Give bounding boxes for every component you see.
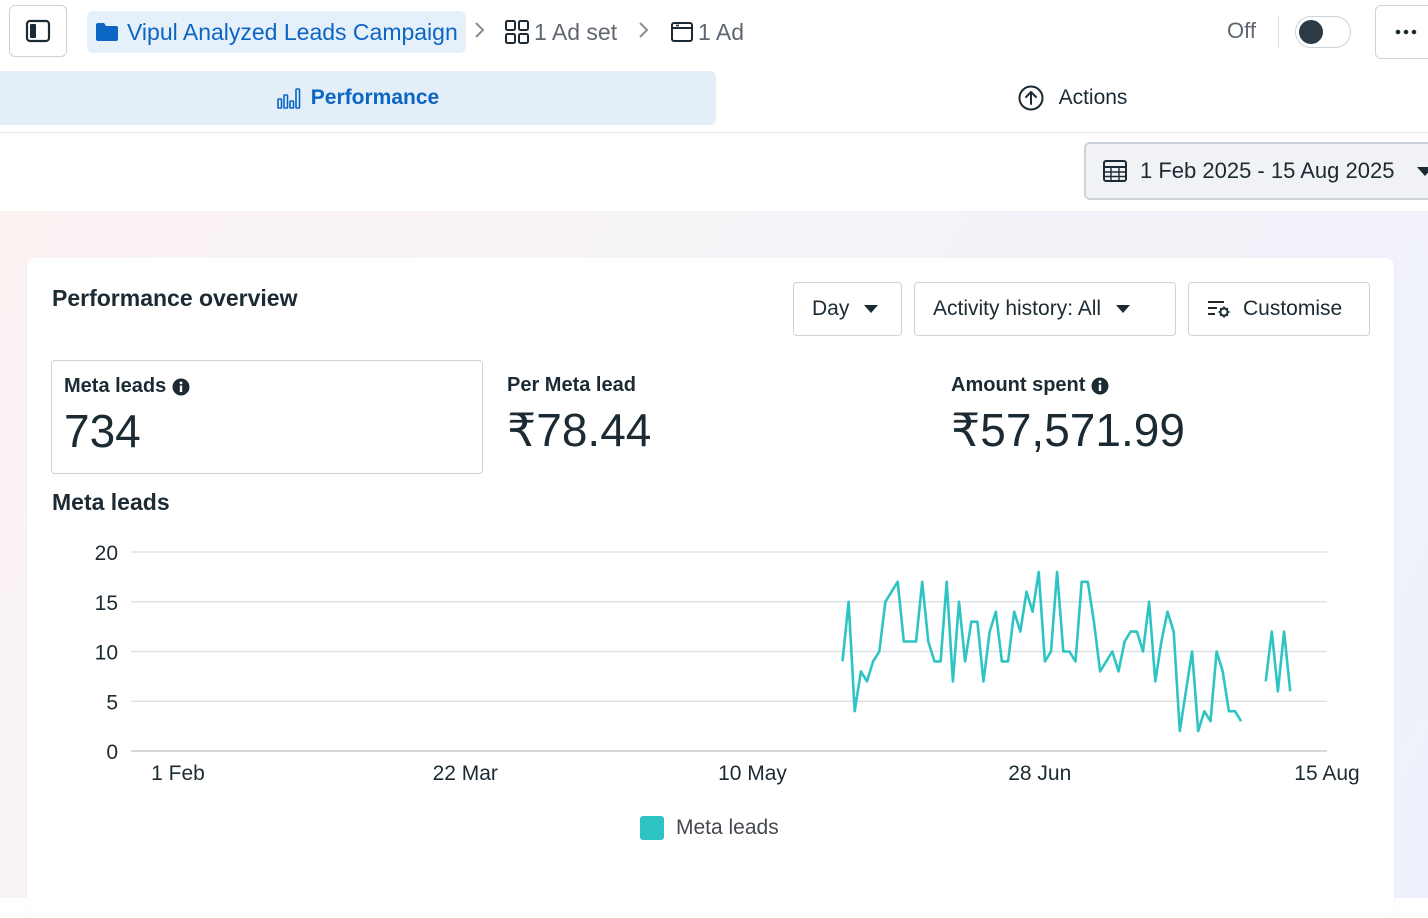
performance-overview-card: Performance overview Day Activity histor… [27,258,1394,918]
chart-x-axis: 1 Feb 22 Mar 10 May 28 Jun 15 Aug [151,762,1360,785]
top-bar: Vipul Analyzed Leads Campaign 1 Ad set 1… [0,0,1428,66]
ad-window-icon [671,22,693,42]
meta-leads-series-line [841,570,1243,733]
metric-label: Meta leads [64,375,470,398]
metric-value: ₹78.44 [507,404,652,456]
metric-value: 734 [64,405,141,457]
metric-label: Amount spent [951,374,1347,397]
status-label: Off [1227,18,1256,43]
folder-icon [96,23,118,41]
date-range-label: 1 Feb 2025 - 15 Aug 2025 [1140,158,1395,183]
info-icon[interactable] [1091,377,1109,395]
caret-down-icon [864,305,879,313]
metric-label: Per Meta lead [507,374,903,397]
chart-y-axis: 0 5 10 15 20 [95,542,118,764]
sidebar-toggle-button[interactable] [9,5,67,57]
chevron-right-icon [639,22,649,38]
chart-title: Meta leads [52,489,170,515]
x-tick-label: 10 May [718,762,787,785]
customise-button[interactable]: Customise [1188,282,1370,336]
caret-down-icon [1417,167,1428,176]
chart-grid [131,551,1327,752]
more-options-button[interactable] [1375,5,1428,59]
grid-icon [505,20,529,44]
y-tick-label: 15 [95,592,118,615]
metric-amount-spent[interactable]: Amount spent ₹57,571.99 [939,360,1359,474]
tab-actions[interactable]: Actions [716,71,1428,125]
date-row: 1 Feb 2025 - 15 Aug 2025 [0,133,1428,211]
divider [1278,16,1279,48]
x-tick-label: 15 Aug [1294,762,1359,785]
granularity-dropdown[interactable]: Day [793,282,902,336]
chart-series [841,570,1292,733]
meta-leads-line-chart: 0 5 10 15 20 1 Feb 22 Mar 10 May 28 Jun 15 Aug [95,542,1360,785]
tab-actions-label: Actions [1058,86,1128,109]
granularity-label: Day [812,297,850,320]
calendar-table-icon [1103,160,1127,182]
metric-value: ₹57,571.99 [951,404,1185,456]
caret-down-icon [1116,305,1131,313]
campaign-status-toggle[interactable] [1295,16,1351,48]
ad-set-label: 1 Ad set [534,18,618,45]
more-horizontal-icon [1395,29,1417,35]
metric-label-text: Per Meta lead [507,374,636,396]
bar-chart-icon [276,88,301,109]
activity-history-label: Activity history: All [933,297,1102,320]
x-tick-label: 22 Mar [433,762,498,785]
x-tick-label: 1 Feb [151,762,205,785]
metric-per-meta-lead[interactable]: Per Meta lead ₹78.44 [495,360,915,474]
legend-label: Meta leads [676,816,779,839]
card-title: Performance overview [52,285,298,311]
breadcrumb-campaign[interactable]: Vipul Analyzed Leads Campaign [87,11,466,53]
breadcrumb-ad-set[interactable]: 1 Ad set [504,11,617,53]
y-tick-label: 20 [95,542,118,565]
toggle-knob [1299,20,1323,44]
chart-legend[interactable]: Meta leads [640,816,779,840]
chevron-right-icon [475,22,485,38]
metric-label-text: Meta leads [64,375,167,397]
sidebar-panel-icon [25,19,51,43]
x-tick-label: 28 Jun [1008,762,1071,785]
settings-list-icon [1208,301,1230,318]
arrow-up-circle-icon [1018,85,1044,111]
tab-performance[interactable]: Performance [0,71,716,125]
metric-label-text: Amount spent [951,374,1086,396]
y-tick-label: 0 [106,741,118,764]
ad-label: 1 Ad [698,18,745,45]
metric-meta-leads[interactable]: Meta leads 734 [51,360,483,474]
breadcrumb-ad[interactable]: 1 Ad [670,11,744,53]
activity-history-dropdown[interactable]: Activity history: All [914,282,1176,336]
y-tick-label: 10 [95,642,118,665]
view-tabs: Performance Actions [0,70,1428,133]
y-tick-label: 5 [106,691,118,714]
date-range-picker[interactable]: 1 Feb 2025 - 15 Aug 2025 [1084,142,1428,200]
info-icon[interactable] [172,378,190,396]
tab-performance-label: Performance [310,86,440,109]
meta-leads-series-line [1264,630,1292,693]
campaign-name: Vipul Analyzed Leads Campaign [127,18,458,45]
customise-label: Customise [1243,297,1343,320]
legend-swatch [640,816,664,840]
